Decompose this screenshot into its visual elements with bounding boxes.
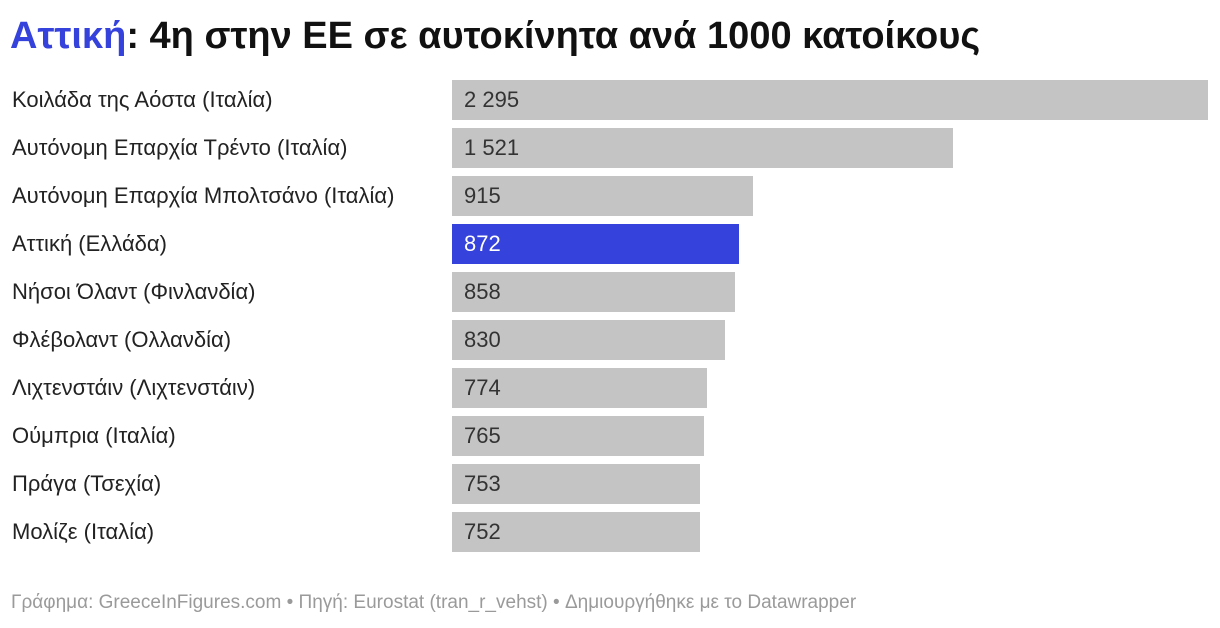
bar-row: Αττική (Ελλάδα) 872 xyxy=(0,224,1220,264)
category-label: Φλέβολαντ (Ολλανδία) xyxy=(12,327,232,352)
value-label: 753 xyxy=(464,471,501,496)
category-label: Λιχτενστάιν (Λιχτενστάιν) xyxy=(12,375,256,400)
category-label: Μολίζε (Ιταλία) xyxy=(12,519,155,544)
chart-footer: Γράφημα: GreeceInFigures.com • Πηγή: Eur… xyxy=(11,592,857,613)
category-label: Κοιλάδα της Αόστα (Ιταλία) xyxy=(12,87,273,112)
bar xyxy=(452,368,707,408)
bar-row: Μολίζε (Ιταλία) 752 xyxy=(0,512,1220,552)
bar-row: Νήσοι Όλαντ (Φινλανδία) 858 xyxy=(0,272,1220,312)
value-label: 765 xyxy=(464,423,501,448)
bar-row: Ούμπρια (Ιταλία) 765 xyxy=(0,416,1220,456)
bar-row: Αυτόνομη Επαρχία Μπολτσάνο (Ιταλία) 915 xyxy=(0,176,1220,216)
bar-chart: Κοιλάδα της Αόστα (Ιταλία) 2 295 Αυτόνομη … xyxy=(0,80,1220,560)
value-label: 872 xyxy=(464,231,501,256)
value-label: 774 xyxy=(464,375,501,400)
bar xyxy=(452,176,753,216)
category-label: Αυτόνομη Επαρχία Μπολτσάνο (Ιταλία) xyxy=(12,183,395,208)
bar xyxy=(452,272,735,312)
value-label: 752 xyxy=(464,519,501,544)
bar xyxy=(452,416,704,456)
value-label: 2 295 xyxy=(464,87,520,112)
category-label: Νήσοι Όλαντ (Φινλανδία) xyxy=(12,279,256,304)
bar-row: Κοιλάδα της Αόστα (Ιταλία) 2 295 xyxy=(0,80,1220,120)
bar-highlight xyxy=(452,224,739,264)
bar-row: Πράγα (Τσεχία) 753 xyxy=(0,464,1220,504)
chart-title: Αττική: 4η στην ΕΕ σε αυτοκίνητα ανά 100… xyxy=(10,8,980,64)
value-label: 1 521 xyxy=(464,135,520,160)
bar-row: Φλέβολαντ (Ολλανδία) 830 xyxy=(0,320,1220,360)
category-label: Αυτόνομη Επαρχία Τρέντο (Ιταλία) xyxy=(12,135,348,160)
bar xyxy=(452,128,953,168)
value-label: 858 xyxy=(464,279,501,304)
bar xyxy=(452,80,1208,120)
value-label: 830 xyxy=(464,327,501,352)
bar xyxy=(452,464,700,504)
chart-title-rest: : 4η στην ΕΕ σε αυτοκίνητα ανά 1000 κατο… xyxy=(126,15,981,57)
category-label: Ούμπρια (Ιταλία) xyxy=(12,423,176,448)
bar xyxy=(452,320,725,360)
category-label: Αττική (Ελλάδα) xyxy=(12,231,167,256)
value-label: 915 xyxy=(464,183,501,208)
bar-row: Λιχτενστάιν (Λιχτενστάιν) 774 xyxy=(0,368,1220,408)
bar-row: Αυτόνομη Επαρχία Τρέντο (Ιταλία) 1 521 xyxy=(0,128,1220,168)
chart-title-highlight: Αττική xyxy=(10,15,127,57)
bar xyxy=(452,512,700,552)
category-label: Πράγα (Τσεχία) xyxy=(12,471,162,496)
